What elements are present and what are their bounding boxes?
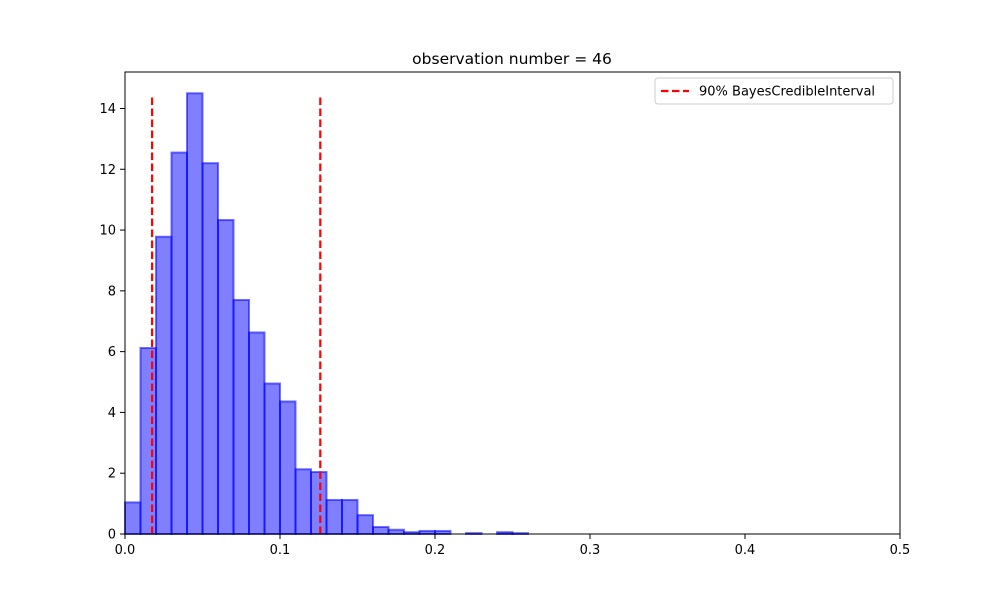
y-tick-label: 2 (108, 467, 116, 482)
histogram-bar (372, 526, 390, 536)
x-tick-label: 0.2 (425, 543, 446, 558)
histogram-bar (263, 382, 281, 535)
x-tick-label: 0.1 (270, 543, 291, 558)
credible-interval-lines (151, 96, 322, 534)
histogram-bar (201, 162, 219, 535)
axes-frame (124, 71, 901, 535)
plot-area (124, 92, 529, 536)
y-tick-label: 12 (99, 163, 116, 178)
histogram-bar (294, 468, 312, 536)
histogram-bar (155, 235, 173, 535)
legend: 90% BayesCredibleInterval (654, 77, 894, 105)
y-tick-label: 8 (108, 284, 116, 299)
histogram-bar (325, 498, 343, 535)
y-tick-label: 14 (99, 102, 116, 117)
histogram-bar (170, 151, 188, 535)
y-tick-label: 0 (108, 528, 116, 543)
x-tick-label: 0.5 (890, 543, 911, 558)
histogram-bar (248, 331, 266, 535)
y-tick-label: 6 (108, 345, 116, 360)
chart-title: observation number = 46 (412, 50, 612, 68)
histogram-bar (279, 400, 297, 535)
x-tick-label: 0.0 (115, 543, 136, 558)
y-tick-label: 4 (108, 406, 116, 421)
histogram-bar (356, 514, 374, 536)
histogram-bar (310, 470, 328, 536)
histogram-bar (387, 528, 405, 536)
x-axis: 0.0 0.1 0.2 0.3 0.4 0.5 (115, 534, 911, 558)
histogram-bar (341, 498, 359, 535)
histogram-bar (124, 501, 142, 535)
y-axis: 0 2 4 6 8 10 12 14 (99, 102, 125, 543)
histogram-bar (232, 298, 250, 536)
x-tick-label: 0.3 (580, 543, 601, 558)
histogram-bar (186, 92, 204, 536)
legend-box (654, 77, 894, 105)
y-tick-label: 10 (99, 224, 116, 239)
x-tick-label: 0.4 (735, 543, 756, 558)
histogram-bar (139, 346, 157, 536)
legend-label: 90% BayesCredibleInterval (699, 85, 875, 100)
histogram-bar (217, 219, 235, 535)
